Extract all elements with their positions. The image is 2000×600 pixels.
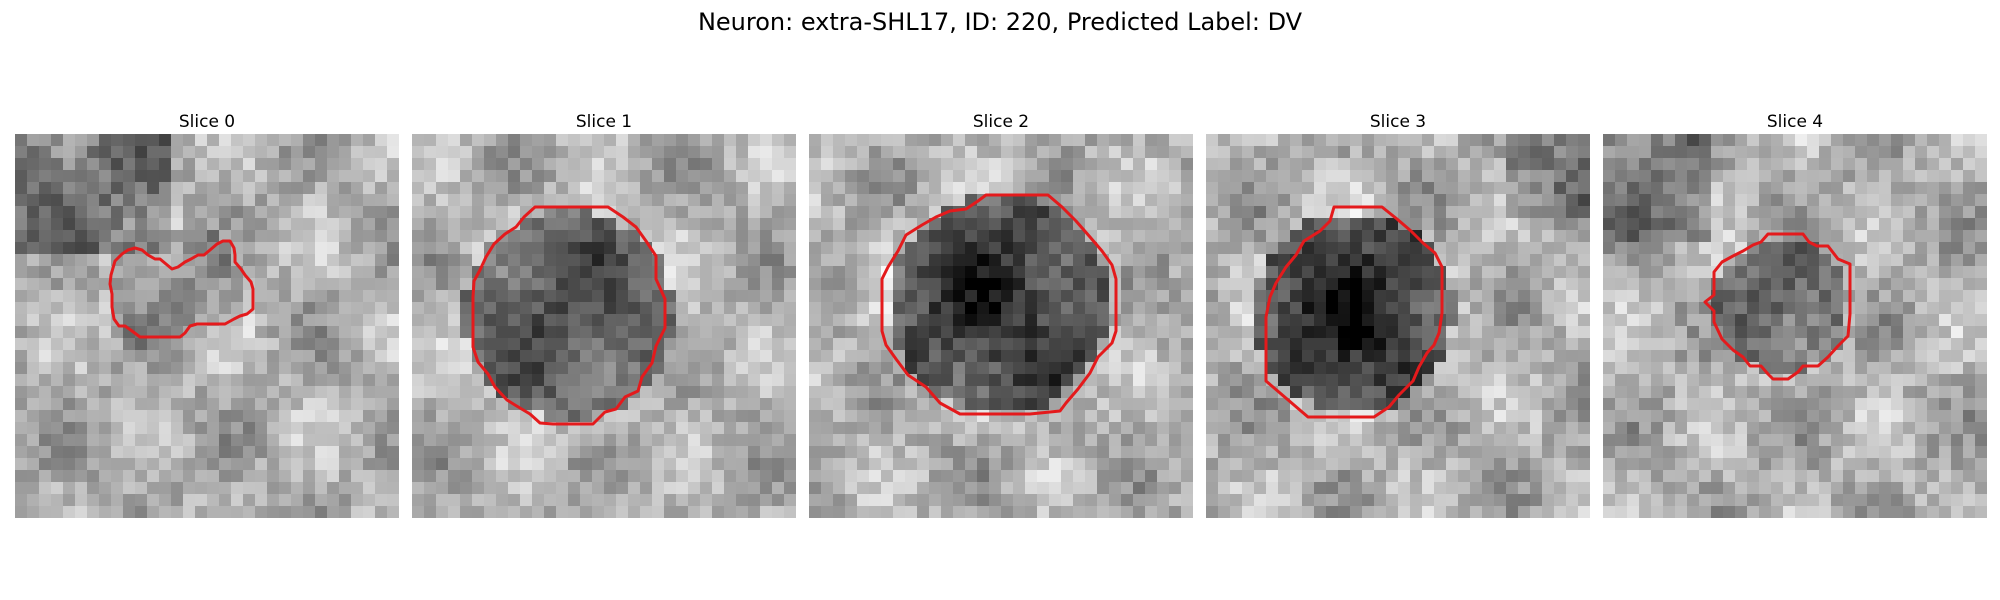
pixel-grid bbox=[1206, 134, 1590, 518]
slice-panel-4: Slice 4 bbox=[1603, 112, 1987, 520]
slice-image bbox=[1206, 134, 1590, 518]
segmentation-contour bbox=[880, 193, 1118, 416]
slice-title: Slice 4 bbox=[1766, 112, 1824, 132]
segmentation-contour bbox=[1703, 232, 1852, 381]
slice-title: Slice 3 bbox=[1369, 112, 1427, 132]
pixel-grid bbox=[15, 134, 399, 518]
slice-image bbox=[809, 134, 1193, 518]
slice-image bbox=[1603, 134, 1987, 518]
slice-panel-3: Slice 3 bbox=[1206, 112, 1590, 520]
pixel-grid bbox=[1603, 134, 1987, 518]
slice-panel-2: Slice 2 bbox=[809, 112, 1193, 520]
pixel-grid bbox=[809, 134, 1193, 518]
slice-title: Slice 0 bbox=[178, 112, 236, 132]
segmentation-contour bbox=[1264, 205, 1444, 419]
pixel-grid bbox=[412, 134, 796, 518]
segmentation-contour bbox=[108, 239, 255, 339]
slice-image bbox=[15, 134, 399, 518]
segmentation-contour bbox=[471, 205, 667, 426]
figure-title: Neuron: extra-SHL17, ID: 220, Predicted … bbox=[697, 8, 1303, 36]
slice-image bbox=[412, 134, 796, 518]
slice-title: Slice 2 bbox=[972, 112, 1030, 132]
slice-panel-0: Slice 0 bbox=[15, 112, 399, 520]
slice-title: Slice 1 bbox=[575, 112, 633, 132]
slice-panel-1: Slice 1 bbox=[412, 112, 796, 520]
